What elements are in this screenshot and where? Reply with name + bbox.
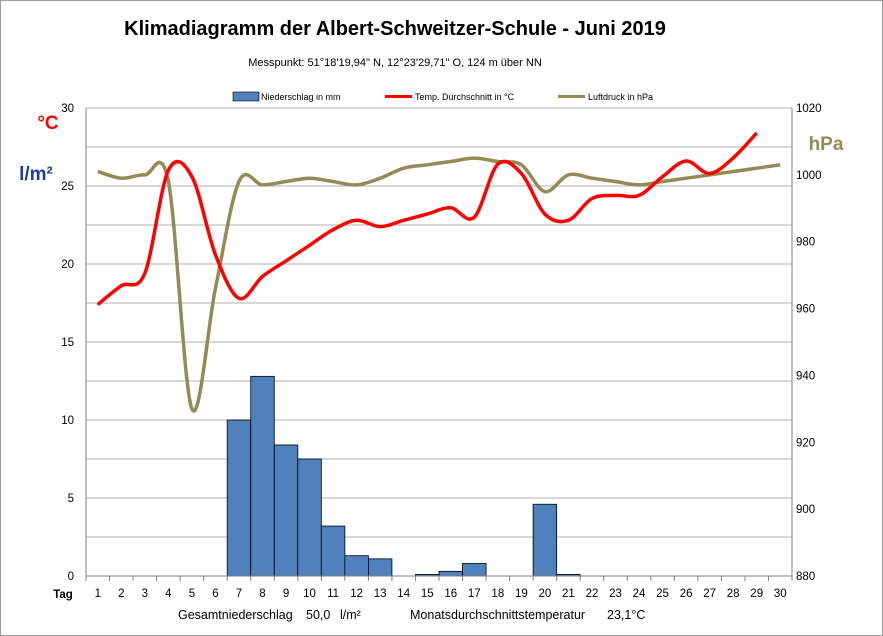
x-tick-label: 30 <box>774 588 787 600</box>
legend-label-precip: Niederschlag in mm <box>261 92 341 102</box>
x-tick-label: 5 <box>189 588 195 600</box>
precip-bar <box>462 563 487 577</box>
x-tick-label: 10 <box>303 588 316 600</box>
x-tick-label: 4 <box>165 588 172 600</box>
precip-bar <box>297 458 322 577</box>
axes <box>85 108 793 581</box>
legend-label-temp: Temp. Durchschnitt in °C <box>415 92 515 102</box>
pressure-line <box>97 156 781 413</box>
x-tick-label: 3 <box>142 588 148 600</box>
x-tick-label: 16 <box>444 588 457 600</box>
temperature-line <box>96 131 758 306</box>
chart-title: Klimadiagramm der Albert-Schweitzer-Schu… <box>124 18 666 40</box>
x-tick-label: 19 <box>515 588 528 600</box>
left-tick-label: 30 <box>61 103 74 115</box>
x-tick-label: 9 <box>283 588 289 600</box>
x-tick-label: 11 <box>327 588 339 600</box>
x-tick-label: 1 <box>95 588 101 600</box>
left-tick-label: 5 <box>68 493 74 505</box>
x-tick-label: 25 <box>656 588 669 600</box>
right-tick-label: 880 <box>796 571 815 583</box>
right-tick-label: 1020 <box>796 103 822 115</box>
precip-bar <box>344 555 369 577</box>
precip-bars <box>226 375 581 577</box>
x-tick-label: 2 <box>118 588 124 600</box>
x-tick-label: 14 <box>397 588 410 600</box>
x-tick-label: 27 <box>703 588 716 600</box>
left-tick-label: 10 <box>61 415 74 427</box>
x-tick-label: 29 <box>750 588 763 600</box>
right-tick-label: 940 <box>796 370 815 382</box>
precip-bar <box>273 444 299 577</box>
left-tick-label: 25 <box>61 181 74 193</box>
chart-subtitle: Messpunkt: 51°18'19,94" N, 12°23'29,71" … <box>248 57 542 69</box>
legend-label-pressure: Luftdruck in hPa <box>588 92 653 102</box>
x-tick-label: 12 <box>350 588 363 600</box>
x-tick-label: 22 <box>586 588 599 600</box>
x-tick-label: 18 <box>491 588 504 600</box>
right-axis-ticks: 880 900 920 940 960 980 1000 1020 <box>796 103 822 583</box>
right-tick-label: 1000 <box>796 170 822 182</box>
x-tick-label: 21 <box>562 588 575 600</box>
footer-mean-temp-label: Monatsdurchschnittstemperatur <box>410 608 585 622</box>
legend-swatch-precip <box>232 91 260 102</box>
footer: Gesamtniederschlag 50,0 l/m² Monatsdurch… <box>178 608 645 622</box>
footer-total-precip-label: Gesamtniederschlag <box>178 608 293 622</box>
precip-bar <box>532 503 558 577</box>
gridlines <box>86 107 792 577</box>
x-tick-label: 15 <box>421 588 434 600</box>
x-tick-label: 20 <box>539 588 552 600</box>
x-tick-label: 6 <box>212 588 218 600</box>
x-tick-label: 7 <box>236 588 242 600</box>
x-tick-label: 23 <box>609 588 622 600</box>
left-tick-label: 0 <box>68 571 74 583</box>
x-tick-label: 17 <box>468 588 481 600</box>
x-tick-label: 8 <box>259 588 265 600</box>
x-axis-ticks: 1 2 3 4 5 6 7 8 9 10 11 12 13 14 15 16 17 18 19 20 21 22 23 24 2… <box>95 588 787 600</box>
left-unit-precip: l/m² <box>19 164 53 185</box>
x-tick-label: 13 <box>374 588 387 600</box>
legend: Niederschlag in mm Temp. Durchschnitt in… <box>232 91 653 102</box>
right-tick-label: 920 <box>796 437 815 449</box>
footer-total-precip-value: 50,0 <box>306 608 330 622</box>
precip-bar <box>250 375 275 577</box>
precip-bar <box>320 525 346 577</box>
precip-bar <box>367 558 393 577</box>
footer-total-precip-unit: l/m² <box>340 608 361 622</box>
series-lines <box>96 131 781 413</box>
right-tick-label: 960 <box>796 304 815 316</box>
precip-bar <box>438 570 463 577</box>
left-tick-label: 20 <box>61 259 74 271</box>
left-axis-ticks: 0 5 10 15 20 25 30 <box>61 103 74 583</box>
footer-mean-temp-value: 23,1°C <box>607 608 645 622</box>
x-axis-label: Tag <box>53 589 73 601</box>
right-tick-label: 980 <box>796 237 815 249</box>
precip-bar <box>226 419 252 577</box>
left-unit-temp: °C <box>37 113 59 134</box>
x-tick-label: 26 <box>680 588 693 600</box>
x-tick-label: 28 <box>727 588 740 600</box>
left-tick-label: 15 <box>61 337 74 349</box>
right-tick-label: 900 <box>796 504 815 516</box>
right-unit-pressure: hPa <box>809 134 844 155</box>
x-tick-label: 24 <box>633 588 646 600</box>
